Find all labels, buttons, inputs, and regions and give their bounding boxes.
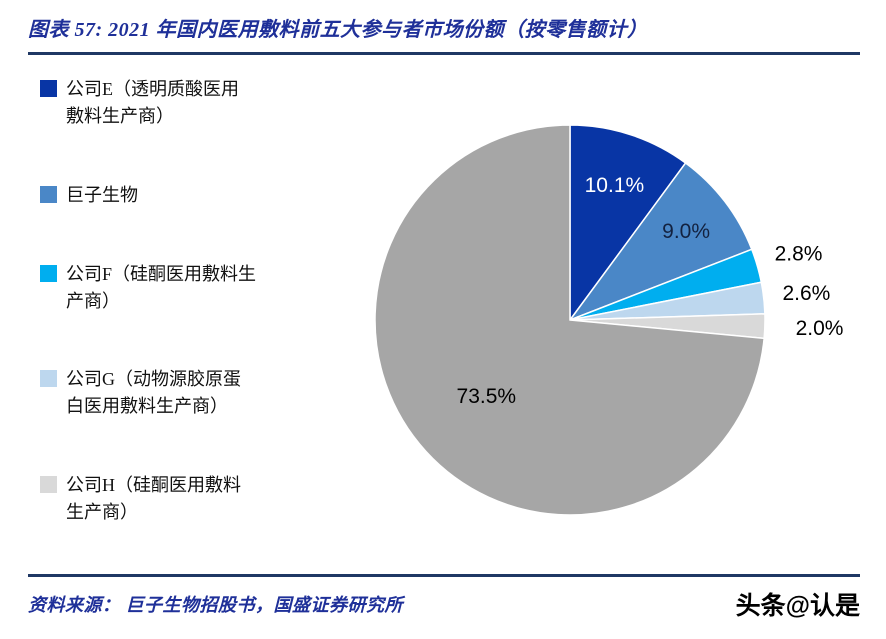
legend-item: 巨子生物 <box>40 182 280 209</box>
pie-label: 10.1% <box>585 174 645 197</box>
legend-label: 公司G（动物源胶原蛋白医用敷料生产商） <box>66 369 241 417</box>
legend-label: 公司E（透明质酸医用敷料生产商） <box>66 79 239 126</box>
legend-swatch <box>40 370 57 388</box>
footer-divider <box>28 574 860 577</box>
legend-swatch <box>40 476 57 493</box>
pie-label: 2.8% <box>775 243 823 266</box>
legend-swatch <box>40 80 57 97</box>
legend-label: 公司H（硅酮医用敷料生产商） <box>66 475 241 522</box>
legend-item: 公司H（硅酮医用敷料生产商） <box>40 472 280 526</box>
source-note: 资料来源： 巨子生物招股书，国盛证券研究所 <box>28 595 403 615</box>
chart-legend: 公司E（透明质酸医用敷料生产商） 巨子生物公司F（硅酮医用敷料生产商） 公司G（动物… <box>40 76 280 526</box>
footer: 资料来源： 巨子生物招股书，国盛证券研究所 头条@认是 <box>28 586 860 622</box>
watermark: 头条@认是 <box>735 592 860 620</box>
pie-label: 73.5% <box>457 385 517 408</box>
pie-label: 2.6% <box>782 282 830 305</box>
legend-label: 公司F（硅酮医用敷料生产商） <box>66 263 257 311</box>
pie-slice <box>374 124 765 516</box>
pie-label: 9.0% <box>662 220 710 243</box>
legend-swatch <box>40 185 57 203</box>
legend-item: 公司E（透明质酸医用敷料生产商） <box>40 76 280 130</box>
pie-slice <box>569 124 687 323</box>
legend-swatch <box>40 264 57 282</box>
chart-area: 10.1% 9.0% 2.8% 2.6% 2.0% 73.5% 公司E（透明质酸医用敷料生… <box>0 60 886 572</box>
pie-label: 2.0% <box>796 317 844 340</box>
legend-item: 公司G（动物源胶原蛋白医用敷料生产商） <box>40 366 280 420</box>
figure-title: 图表 57: 2021 年国内医用敷料前五大参与者市场份额（按零售额计） <box>28 19 648 41</box>
pie-chart-svg: 10.1% 9.0% 2.8% 2.6% 2.0% 73.5% <box>374 124 844 516</box>
header-divider <box>28 52 860 55</box>
legend-label: 巨子生物 <box>66 184 138 205</box>
legend-item: 公司F（硅酮医用敷料生产商） <box>40 261 280 315</box>
pie-slice <box>567 161 753 322</box>
